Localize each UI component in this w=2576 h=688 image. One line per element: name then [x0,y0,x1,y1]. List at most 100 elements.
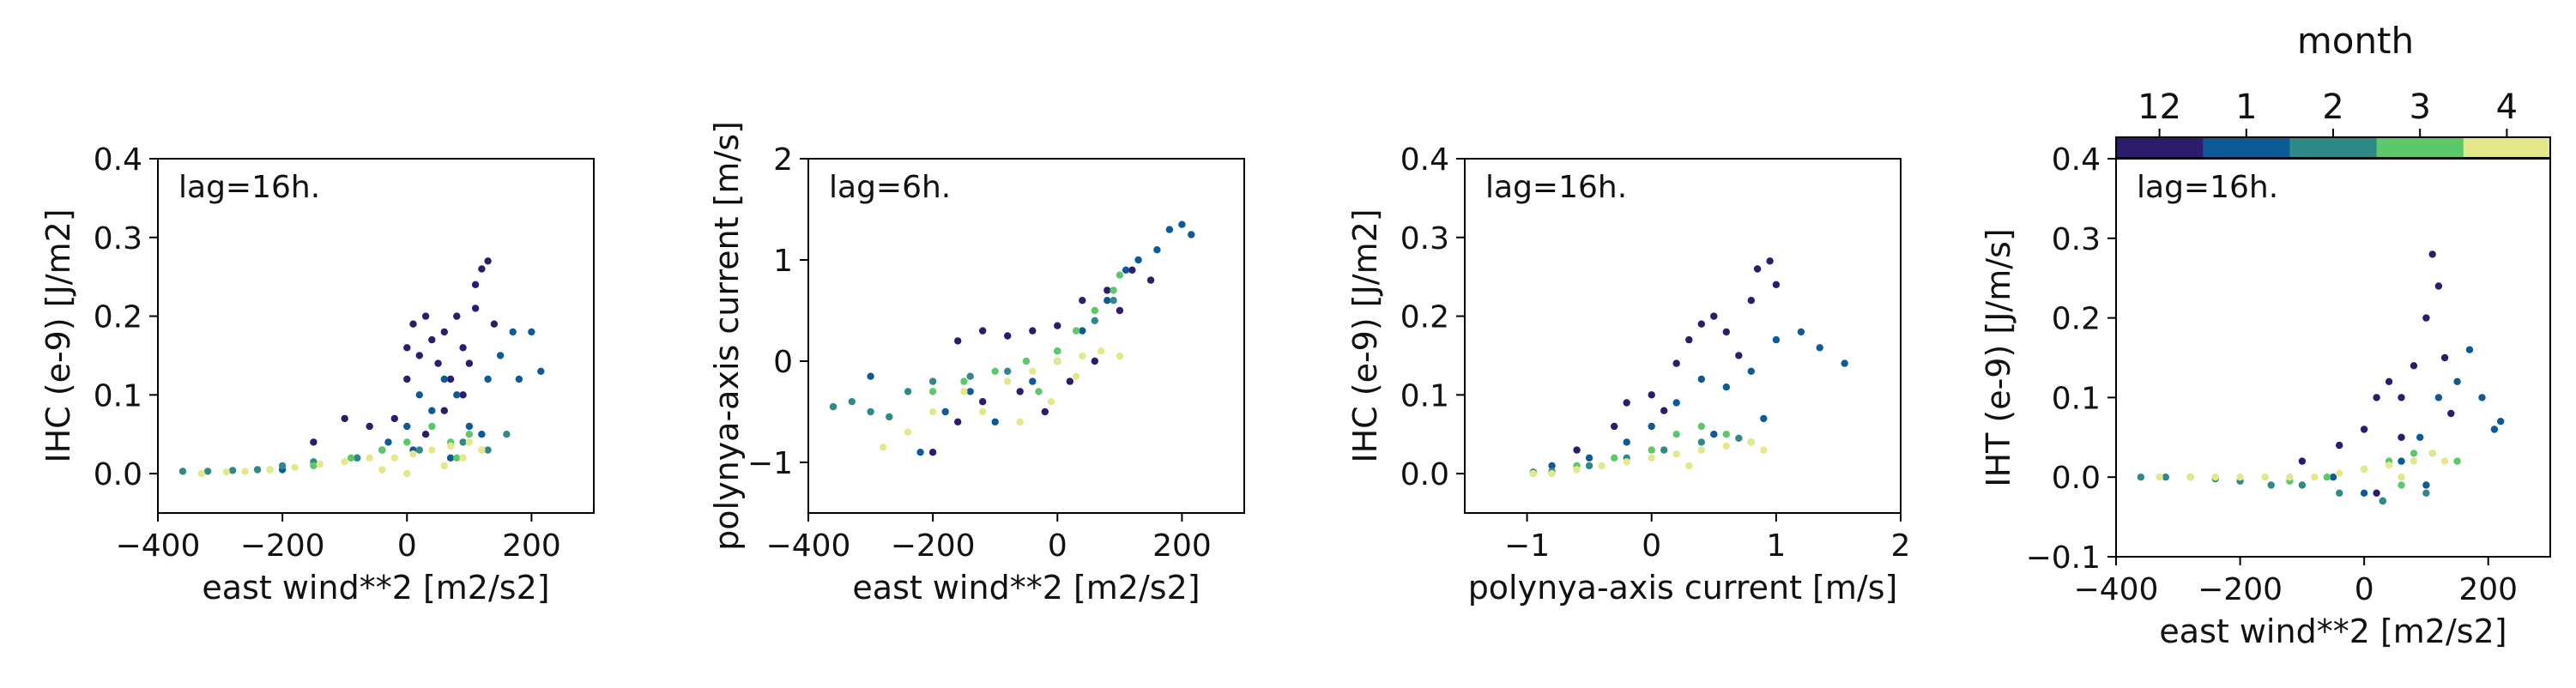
y-tick-label: 0.0 [2052,461,2101,496]
data-point [2478,394,2486,401]
x-tick-label: 0 [1642,528,1661,564]
colorbar-ticks: 12 1 2 3 4 [2138,88,2518,137]
data-point [1054,322,1061,329]
data-point [1685,462,1693,470]
data-point [979,407,987,416]
data-point [428,446,436,454]
data-point [1091,357,1099,365]
series-4 [1529,438,1768,478]
data-point [465,422,474,431]
data-point [241,468,249,475]
data-point [471,281,480,288]
colorbar: month 12 1 2 3 4 [2115,20,2551,159]
data-point [2465,346,2474,353]
lag-annotation: lag=16h. [178,170,320,205]
data-point [2211,474,2219,481]
data-point [1134,256,1142,264]
data-point [928,388,937,395]
data-point [1648,454,1655,462]
data-point [2379,497,2386,505]
data-point [1079,327,1086,335]
data-point [1188,231,1195,238]
y-axis-label: IHC (e-9) [J/m2] [39,208,77,462]
data-point [178,468,187,475]
series-12 [1573,257,1781,454]
data-point [941,407,949,416]
colorbar-segment [2463,137,2551,158]
series-1 [278,328,545,474]
data-point [979,398,987,406]
data-point [1122,266,1130,274]
data-point [1648,391,1655,399]
data-point [2336,441,2343,450]
data-point [459,391,467,399]
data-point [453,454,461,462]
colorbar-tick-label: 12 [2138,88,2181,127]
data-points [829,220,1195,456]
data-point [1016,418,1024,425]
data-point [428,407,436,414]
data-point [1116,352,1124,360]
data-point [2428,250,2436,258]
x-tick-label: −400 [766,528,851,564]
x-axis-label: east wind**2 [m2/s2] [852,569,1200,607]
data-point [484,375,492,383]
data-point [446,454,455,462]
data-point [1585,454,1593,462]
data-point [1035,388,1043,395]
data-point [222,468,230,476]
data-point [1697,375,1706,383]
data-point [403,469,411,478]
data-point [253,466,262,474]
data-point [904,388,912,395]
data-point [1178,220,1186,228]
series-2 [829,297,1117,421]
data-point [459,344,467,352]
data-point [316,460,324,468]
data-point [1079,297,1086,305]
series-4 [197,438,486,478]
y-tick-label: 0 [773,345,793,380]
series-12 [310,257,499,454]
data-point [979,327,987,335]
series-4 [2156,450,2449,481]
series-2 [1529,434,1743,476]
data-point [2398,474,2405,481]
data-point [1797,328,1805,336]
data-point [1672,359,1680,367]
data-point [1029,367,1037,375]
y-tick-label: 0.2 [1400,300,1449,335]
data-point [2360,425,2368,433]
data-point [496,352,505,359]
data-point [440,328,448,336]
colorbar-tick-label: 4 [2496,88,2518,127]
data-point [446,442,455,450]
plot-frame [2115,158,2551,558]
data-point [409,450,417,458]
x-axis-label: east wind**2 [m2/s2] [202,569,549,607]
data-point [2323,474,2331,481]
data-point [1735,434,1743,442]
data-point [1760,446,1768,454]
x-tick-label: −400 [116,528,201,564]
data-point [465,431,474,438]
x-tick-label: 200 [502,528,561,564]
data-point [1116,306,1124,315]
data-point [421,431,430,438]
data-point [1054,347,1061,355]
y-tick-label: 0.0 [94,457,142,492]
data-point [2360,465,2368,474]
data-point [928,377,937,385]
data-point [2410,457,2418,465]
data-point [484,257,492,265]
data-point [2298,481,2307,489]
data-point [403,375,411,383]
y-tick-label: 0.0 [1400,457,1449,492]
data-point [879,444,887,451]
plot-frame [807,158,1245,514]
data-point [403,344,411,352]
data-point [886,413,893,421]
data-point [403,422,411,431]
data-point [1165,226,1174,233]
colorbar-segments [2116,137,2551,158]
